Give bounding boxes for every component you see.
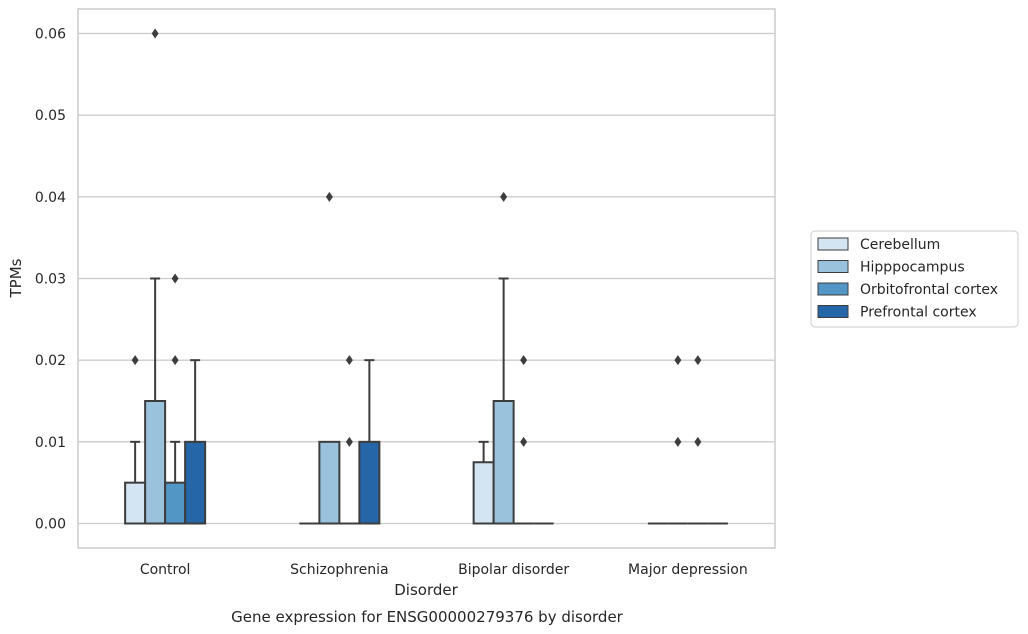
- y-tick-label: 0.00: [35, 517, 66, 533]
- outlier-point: [345, 355, 353, 366]
- y-tick-label: 0.04: [35, 190, 66, 206]
- x-tick-label: Control: [140, 562, 191, 578]
- y-tick-label: 0.01: [35, 435, 66, 451]
- y-tick-label: 0.05: [35, 108, 66, 124]
- legend-swatch: [817, 305, 849, 318]
- box-body: [124, 481, 147, 525]
- legend-swatch: [817, 282, 849, 296]
- legend-swatch: [817, 260, 849, 273]
- outlier-point: [151, 28, 159, 39]
- box-hipppocampus: [144, 28, 167, 525]
- legend: Cerebellum Hipppocampus Orbitofrontal cort…: [810, 230, 1019, 328]
- outlier-point: [694, 355, 702, 366]
- box-body: [472, 461, 495, 525]
- box-cerebellum: [472, 440, 495, 525]
- legend-swatch: [817, 237, 849, 251]
- box-prefrontal-cortex: [184, 359, 207, 525]
- x-axis: Control Schizophrenia Bipolar disorder Majo…: [140, 562, 748, 578]
- y-tick-label: 0.03: [35, 272, 66, 288]
- box-hipppocampus: [492, 191, 515, 525]
- box-hipppocampus: [667, 355, 688, 525]
- chart-caption: Gene expression for ENSG00000279376 by d…: [231, 608, 624, 626]
- box-body: [184, 440, 207, 525]
- outlier-point: [171, 273, 179, 284]
- legend-label: Hipppocampus: [860, 260, 965, 276]
- x-axis-title: Disorder: [394, 581, 458, 599]
- y-axis: 0.00 0.01 0.02 0.03 0.04 0.05 0.06: [35, 27, 66, 533]
- box-orbitofrontal-cortex: [687, 355, 708, 525]
- legend-label: Prefrontal cortex: [860, 305, 977, 321]
- y-tick-label: 0.02: [35, 353, 66, 369]
- y-tick-label: 0.06: [35, 27, 66, 43]
- box-orbitofrontal-cortex: [513, 355, 534, 525]
- legend-frame: [810, 230, 1019, 328]
- box-orbitofrontal-cortex: [164, 273, 187, 525]
- x-tick-label: Major depression: [628, 562, 748, 578]
- box-prefrontal-cortex: [358, 359, 381, 525]
- outlier-point: [345, 436, 353, 447]
- box-groups: [124, 28, 728, 525]
- box-body: [164, 481, 187, 525]
- box-cerebellum: [124, 355, 147, 525]
- outlier-point: [171, 355, 179, 366]
- outlier-point: [674, 436, 682, 447]
- legend-label: Orbitofrontal cortex: [860, 282, 998, 298]
- outlier-point: [674, 355, 682, 366]
- box-orbitofrontal-cortex: [339, 355, 360, 525]
- box-body: [318, 440, 341, 525]
- outlier-point: [520, 436, 528, 447]
- box-body: [358, 440, 381, 525]
- outlier-point: [131, 355, 139, 366]
- outlier-point: [325, 191, 333, 202]
- box-body: [492, 400, 515, 525]
- outlier-point: [520, 355, 528, 366]
- plot-frame: [77, 8, 776, 549]
- box-hipppocampus: [318, 191, 341, 525]
- box-body: [144, 400, 167, 525]
- x-tick-label: Bipolar disorder: [458, 562, 569, 578]
- grid-lines: [78, 32, 775, 525]
- x-tick-label: Schizophrenia: [290, 562, 388, 578]
- outlier-point: [694, 436, 702, 447]
- legend-label: Cerebellum: [860, 237, 940, 253]
- outlier-point: [500, 191, 508, 202]
- y-axis-title: TPMs: [7, 258, 25, 298]
